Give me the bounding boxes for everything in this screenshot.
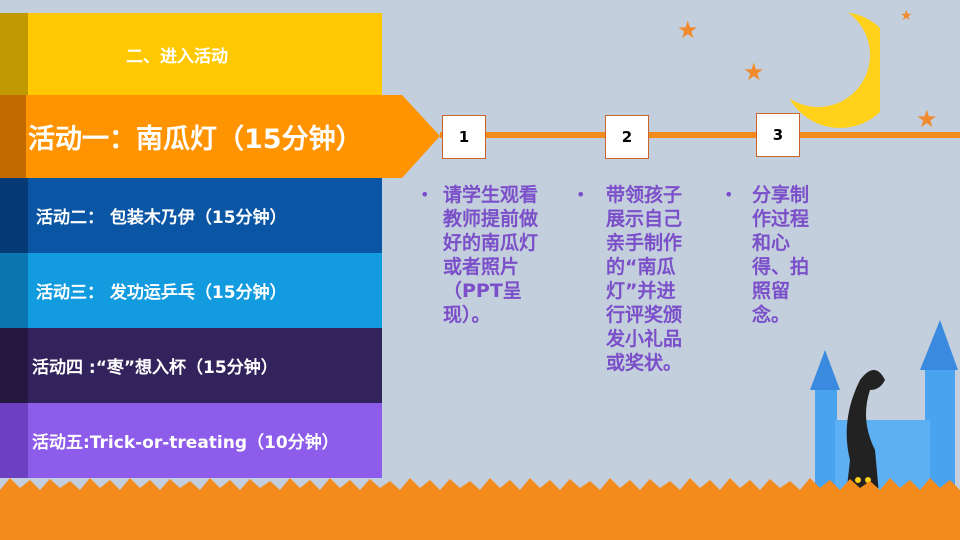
activity-1-arrow — [0, 95, 440, 178]
star-icon: ★ — [916, 105, 938, 133]
activity-1[interactable]: 活动一：南瓜灯（15分钟） — [28, 124, 363, 155]
star-icon: ★ — [677, 16, 699, 44]
activity-2[interactable]: 活动二： 包装木乃伊（15分钟） — [0, 178, 382, 253]
star-icon: ★ — [900, 8, 913, 24]
title-bar: 二、进入活动 — [0, 13, 382, 95]
step-3-text: 分享制作过程和心得、拍照留念。 — [752, 184, 810, 326]
step-2-text: 带领孩子展示自己亲手制作的“南瓜灯”并进行评奖颁发小礼品或奖状。 — [606, 184, 683, 374]
grass-ground — [0, 478, 960, 540]
step-1-text: 请学生观看教师提前做好的南瓜灯或者照片（PPT呈现）。 — [443, 184, 539, 326]
activity-4[interactable]: 活动四 :“枣”想入杯（15分钟） — [0, 328, 382, 403]
bullet: • — [724, 185, 734, 204]
moon-icon — [770, 10, 880, 128]
timeline-line — [440, 132, 960, 138]
bullet: • — [576, 185, 586, 204]
step-2-number: 2 — [605, 115, 649, 159]
star-icon: ★ — [743, 58, 765, 86]
bullet: • — [420, 185, 430, 204]
section-title: 二、进入活动 — [126, 46, 228, 67]
activity-3[interactable]: 活动三： 发功运乒乓（15分钟） — [0, 253, 382, 328]
step-3-number: 3 — [756, 113, 800, 157]
activity-5[interactable]: 活动五:Trick-or-treating（10分钟） — [0, 403, 382, 478]
step-1-number: 1 — [442, 115, 486, 159]
